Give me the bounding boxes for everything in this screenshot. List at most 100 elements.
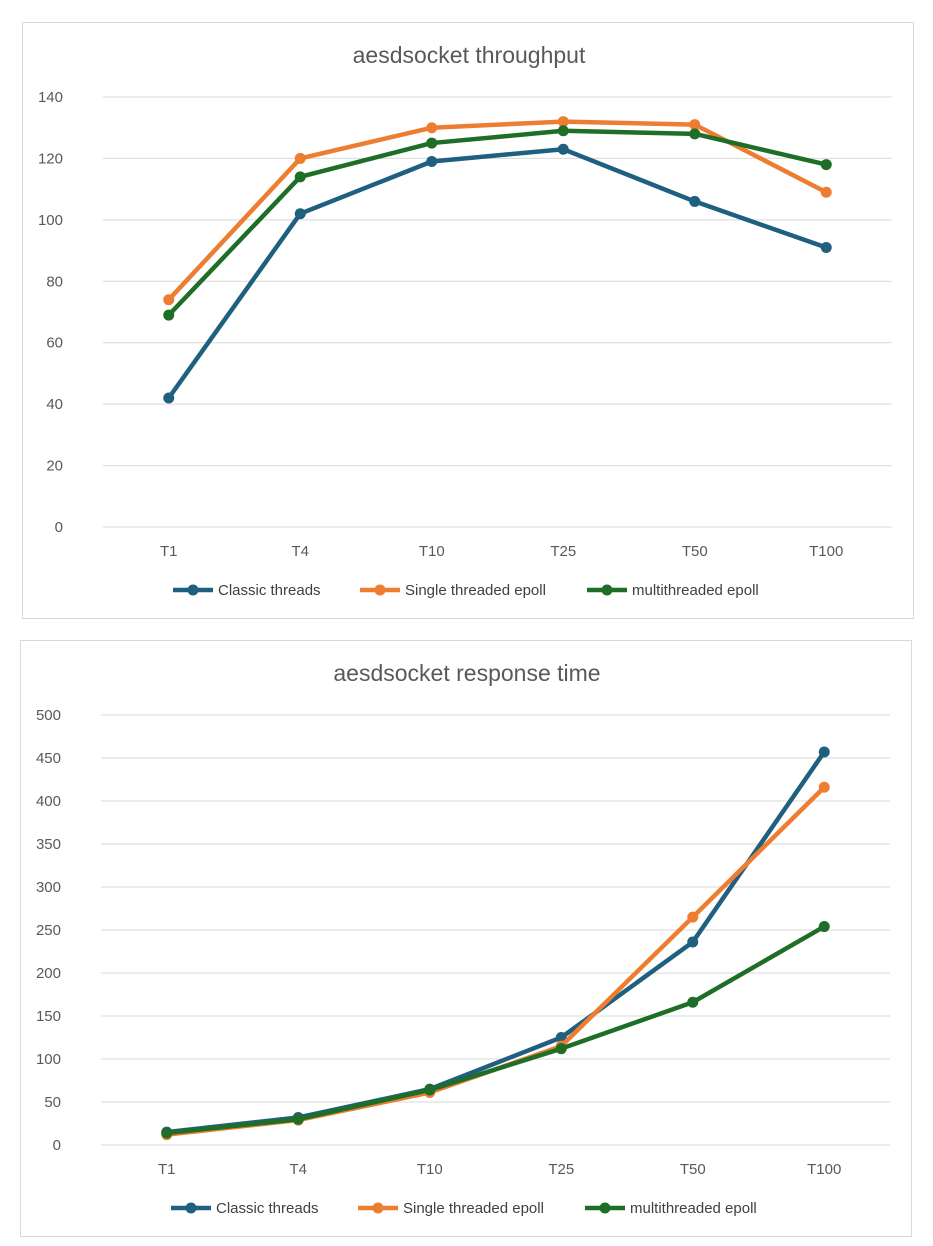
y-tick-label: 40 [46,396,63,413]
y-tick-label: 0 [55,519,63,536]
data-point [163,309,175,321]
series-2 [163,125,832,321]
data-point [426,122,438,134]
x-tick-label: T25 [548,1161,574,1178]
y-tick-label: 150 [36,1008,61,1025]
data-point [689,195,701,207]
throughput-chart-panel: aesdsocket throughput 0 20 40 60 80 100 120 140… [22,22,914,619]
data-point [424,1084,436,1096]
data-point [818,781,830,793]
data-point [294,171,306,183]
data-point [557,125,569,137]
y-tick-label: 20 [46,458,63,475]
x-tick-label: T25 [550,543,576,560]
y-tick-label: 200 [36,965,61,982]
legend-label: multithreaded epoll [630,1200,757,1217]
series-1 [163,116,832,306]
y-tick-label: 80 [46,273,63,290]
x-tick-label: T100 [807,1161,841,1178]
legend-marker [185,1202,197,1214]
series-2 [161,921,830,1139]
y-tick-label: 100 [36,1051,61,1068]
y-tick-label: 0 [53,1137,61,1154]
legend-item: Classic threads [171,1200,319,1217]
series-line [164,924,827,1136]
y-tick-label: 300 [36,879,61,896]
legend-marker [374,584,386,596]
series-line [166,128,829,318]
x-tick-label: T4 [289,1161,307,1178]
data-point [557,143,569,155]
data-point [689,128,701,140]
data-point [555,1032,567,1043]
legend-marker [601,584,613,596]
legend-marker [372,1202,384,1214]
chart-title: aesdsocket throughput [353,42,586,68]
y-tick-label: 250 [36,922,61,939]
series-0 [161,746,830,1138]
data-point [687,996,699,1008]
legend-item: multithreaded epoll [587,582,759,599]
x-tick-label: T100 [809,543,843,560]
y-tick-label: 60 [46,335,63,352]
series-line [166,146,829,401]
x-tick-label: T4 [291,543,309,560]
data-point [163,392,175,404]
series-line [164,749,827,1135]
data-point [426,137,438,149]
data-point [294,152,306,164]
y-tick-label: 350 [36,836,61,853]
data-point [818,921,830,933]
legend-item: Classic threads [173,582,321,599]
y-tick-label: 500 [36,707,61,724]
data-point [555,1043,567,1055]
legend-item: Single threaded epoll [358,1200,544,1217]
data-point [161,1127,173,1139]
legend-label: Classic threads [218,582,321,599]
data-point [294,208,306,220]
legend-item: multithreaded epoll [585,1200,757,1217]
y-tick-label: 400 [36,793,61,810]
x-tick-label: T50 [680,1161,706,1178]
series-0 [163,143,832,404]
response-time-chart: aesdsocket response time 0 50 100 150 200 250… [36,660,890,1217]
data-point [163,294,175,306]
series-1 [161,781,830,1141]
gridlines [103,96,892,528]
response-time-chart-panel: aesdsocket response time 0 50 100 150 200 250… [20,640,912,1237]
y-tick-label: 450 [36,750,61,767]
series-line [164,784,827,1137]
data-point [689,119,701,131]
legend-label: Single threaded epoll [405,582,546,599]
legend-label: Single threaded epoll [403,1200,544,1217]
y-tick-label: 140 [38,89,63,106]
data-point [557,116,569,128]
legend-marker [599,1202,611,1214]
data-point [426,156,438,167]
y-tick-label: 120 [38,150,63,167]
y-tick-label: 50 [44,1094,61,1111]
gridlines [101,714,890,1146]
legend: Classic threads Single threaded epoll mult… [171,1200,757,1217]
x-tick-label: T10 [419,543,445,560]
legend-label: Classic threads [216,1200,319,1217]
data-point [687,911,699,923]
throughput-chart: aesdsocket throughput 0 20 40 60 80 100 120 140… [38,42,892,599]
data-point [820,242,832,253]
legend-label: multithreaded epoll [632,582,759,599]
x-tick-label: T1 [160,543,178,560]
legend-marker [187,584,199,596]
data-point [292,1113,304,1125]
series-line [166,119,829,302]
legend-item: Single threaded epoll [360,582,546,599]
x-tick-label: T1 [158,1161,176,1178]
data-point [820,186,832,198]
x-tick-label: T50 [682,543,708,560]
data-point [687,936,699,948]
data-point [820,159,832,171]
y-tick-label: 100 [38,212,63,229]
legend: Classic threads Single threaded epoll mult… [173,582,759,599]
data-point [818,746,830,758]
x-tick-label: T10 [417,1161,443,1178]
chart-title: aesdsocket response time [333,660,600,686]
